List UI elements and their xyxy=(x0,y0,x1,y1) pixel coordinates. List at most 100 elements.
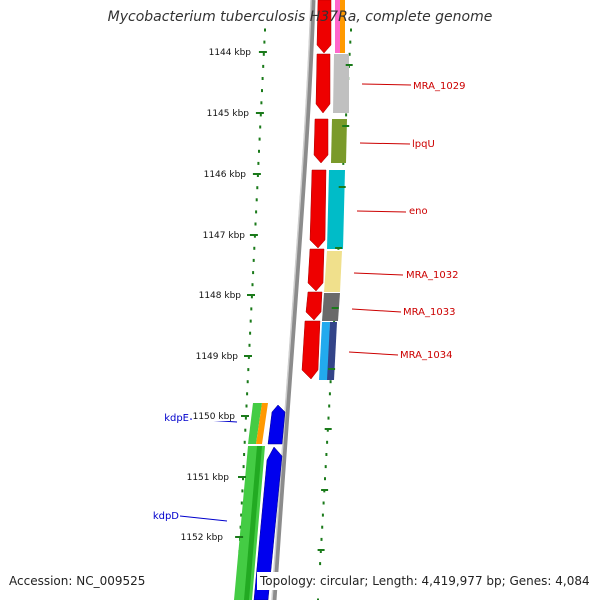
ring-tick-mark xyxy=(345,64,353,66)
scale-dot xyxy=(262,52,265,56)
scale-dot xyxy=(240,501,243,505)
scale-dot xyxy=(240,513,243,517)
leader-line-mra-1034 xyxy=(348,351,399,356)
scale-tick-mark xyxy=(241,415,249,417)
lower-genes xyxy=(234,403,286,601)
scale-dot xyxy=(245,404,248,408)
ring-dot xyxy=(325,453,328,456)
cog-segment xyxy=(331,119,347,163)
scale-dot xyxy=(261,77,264,80)
cog-segment xyxy=(324,251,342,292)
ring-tick-mark xyxy=(324,428,332,430)
scale-dot xyxy=(244,428,247,432)
ring-tick-mark xyxy=(331,307,339,309)
scale-tick-mark xyxy=(244,355,252,357)
scale-dot xyxy=(259,125,262,129)
scale-tick-mark xyxy=(238,476,246,478)
ring-dot xyxy=(324,477,326,481)
scale-dot xyxy=(263,40,266,44)
scale-tick-mark xyxy=(258,51,267,53)
scale-dot xyxy=(255,198,258,202)
scale-dot xyxy=(261,89,263,93)
scale-dot xyxy=(241,489,244,493)
ring-dot xyxy=(333,319,336,323)
ring-dot xyxy=(342,161,345,165)
ring-dot xyxy=(349,40,352,44)
scale-dot xyxy=(252,258,255,262)
gene-arrow-lpqu xyxy=(313,118,329,164)
ring-dot xyxy=(322,501,325,505)
cog-segment xyxy=(322,293,340,321)
ring-dot xyxy=(321,513,324,517)
scale-dot xyxy=(242,477,244,481)
gene-label-mra-1033: MRA_1033 xyxy=(403,307,455,318)
ring-dot xyxy=(321,525,324,529)
map-title: Mycobacterium tuberculosis H37Ra, comple… xyxy=(107,9,493,25)
gene-label-mra-1032: MRA_1032 xyxy=(406,270,458,281)
cog-segment xyxy=(256,403,268,444)
ring-tick-mark xyxy=(335,247,343,249)
scale-dot xyxy=(264,28,266,32)
cog-color-ring-upper xyxy=(319,0,349,380)
scale-dot xyxy=(247,355,250,359)
ring-dot xyxy=(320,537,323,541)
cog-segment xyxy=(319,322,330,380)
scale-dot xyxy=(250,307,253,311)
ring-dot xyxy=(329,380,332,384)
scale-dot xyxy=(243,453,246,456)
scale-dot xyxy=(251,283,254,287)
cog-segment xyxy=(248,403,262,444)
ring-tick-mark xyxy=(317,549,325,551)
scale-dot xyxy=(250,295,253,299)
scale-label: 1148 kbp xyxy=(199,291,242,301)
scale-dot xyxy=(254,222,257,226)
cog-segment xyxy=(327,322,337,380)
scale-tick-mark xyxy=(252,173,261,175)
scale-label: 1147 kbp xyxy=(203,231,246,241)
scale-dot xyxy=(253,234,256,238)
scale-labels: 1144 kbp 1145 kbp 1146 kbp 1147 kbp 1148… xyxy=(181,48,252,543)
gene-arrow-mra-1029 xyxy=(315,53,331,114)
cog-segment xyxy=(340,0,345,53)
gene-label-lpqu: lpqU xyxy=(412,139,435,150)
ring-dot xyxy=(328,392,331,396)
ring-tick-mark xyxy=(338,186,346,188)
scale-tick-mark xyxy=(235,536,244,538)
scale-dot xyxy=(259,113,262,117)
scale-label: 1152 kbp xyxy=(181,533,224,543)
outer-dotted-ring-left xyxy=(236,28,266,602)
upper-forward-genes xyxy=(301,0,332,380)
gene-label-mra-1034: MRA_1034 xyxy=(400,350,452,361)
gene-arrow-mra-1034 xyxy=(301,320,321,380)
ring-dot xyxy=(350,28,352,32)
cog-segment xyxy=(335,0,340,53)
scale-dot xyxy=(249,331,252,335)
gene-labels-left: kdpE kdpD xyxy=(153,413,189,522)
cog-segment xyxy=(333,54,349,113)
scale-tick-mark xyxy=(249,234,258,236)
gene-label-kdpe: kdpE xyxy=(164,413,189,424)
gene-label-mra-1029: MRA_1029 xyxy=(413,81,465,92)
ring-dot xyxy=(324,465,327,469)
leader-line-lpqu xyxy=(359,142,411,145)
scale-label: 1151 kbp xyxy=(187,473,230,483)
ring-dot xyxy=(348,52,351,56)
scale-dot xyxy=(258,149,260,153)
gene-label-eno: eno xyxy=(409,206,428,217)
scale-dot xyxy=(262,64,265,68)
scale-label: 1149 kbp xyxy=(196,352,239,362)
ring-dot xyxy=(328,404,331,408)
gene-arrow-mra-1033 xyxy=(305,291,323,321)
scale-ruler xyxy=(235,51,353,551)
leader-line-eno xyxy=(356,210,407,213)
scale-label: 1145 kbp xyxy=(207,109,250,119)
scale-tick-mark xyxy=(255,112,264,114)
scale-dot xyxy=(249,319,252,323)
ring-dot xyxy=(326,440,329,444)
genome-backbone-highlight xyxy=(271,0,312,601)
cog-segment xyxy=(327,170,345,249)
ring-dot xyxy=(327,416,330,420)
scale-dot xyxy=(239,525,242,529)
ring-dot xyxy=(319,562,322,566)
